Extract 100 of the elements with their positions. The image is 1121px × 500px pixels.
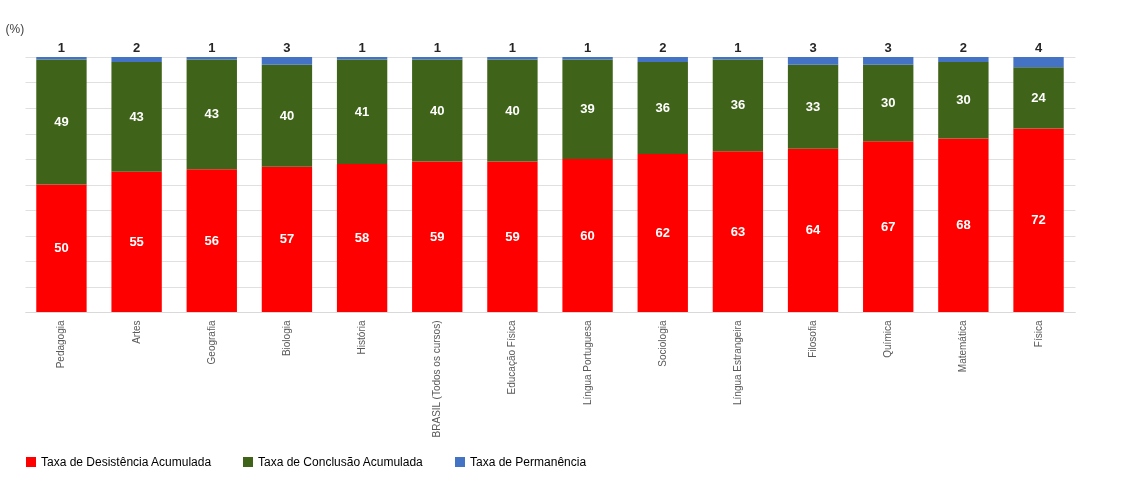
bar [111, 171, 162, 312]
data-label: 40 [505, 102, 520, 118]
data-label: 33 [805, 98, 821, 114]
data-label: 1 [208, 40, 216, 55]
data-label: 3 [809, 40, 817, 55]
data-label: 30 [880, 94, 896, 110]
data-label: 36 [730, 97, 746, 113]
bar [787, 148, 839, 312]
x-tick-label: Língua Estrangeira [731, 320, 743, 406]
data-label: 30 [956, 92, 971, 108]
x-tick-label: Educação Física [506, 320, 518, 395]
bar [261, 64, 313, 167]
data-label: 41 [354, 103, 370, 119]
bar [487, 161, 538, 312]
data-label: 49 [54, 114, 69, 130]
bar [336, 57, 388, 60]
data-label: 59 [505, 228, 520, 244]
bar [111, 62, 162, 172]
bar [787, 57, 839, 65]
data-label: 1 [508, 40, 517, 55]
data-label: 68 [956, 217, 971, 233]
data-label: 40 [430, 102, 445, 118]
bar [111, 57, 162, 63]
legend-label: Taxa de Desistência Acumulada [41, 455, 212, 469]
data-label: 4 [1034, 40, 1043, 55]
data-label: 40 [279, 107, 295, 123]
data-label: 63 [730, 223, 746, 239]
bar [938, 62, 989, 139]
data-label: 1 [57, 40, 66, 55]
data-label: 1 [583, 40, 592, 55]
data-label: 3 [884, 40, 892, 55]
x-tick-label: Física [1032, 320, 1044, 348]
data-label: 1 [734, 40, 742, 55]
bar [36, 57, 87, 60]
y-axis-title: (%) [5, 21, 25, 36]
data-label: 72 [1031, 212, 1046, 228]
bar [336, 59, 388, 165]
data-label: 59 [430, 228, 445, 244]
data-label: 36 [655, 100, 670, 115]
data-label: 57 [279, 231, 295, 247]
x-tick-label: Filosofia [807, 320, 819, 358]
x-tick-label: BRASIL (Todos os cursos) [431, 320, 443, 438]
x-tick-label: Pedagogia [55, 320, 67, 369]
x-tick-label: Geografia [205, 320, 217, 365]
data-label: 3 [283, 40, 291, 55]
data-label: 67 [880, 218, 896, 234]
bar [1013, 128, 1064, 312]
bar [1013, 57, 1064, 68]
data-label: 56 [204, 232, 220, 248]
data-label: 62 [655, 224, 670, 240]
bar [261, 166, 313, 312]
bar [412, 57, 463, 60]
x-tick-label: Matemática [957, 320, 969, 373]
bar [712, 57, 764, 60]
x-tick-label: Artes [130, 320, 142, 344]
bar [863, 57, 914, 65]
data-label: 1 [433, 40, 441, 55]
data-label: 2 [133, 40, 141, 55]
bar [412, 59, 463, 162]
bar [712, 59, 764, 152]
data-label: 2 [959, 40, 967, 55]
x-tick-label: Língua Portuguesa [581, 320, 593, 406]
x-tick-label: Biologia [280, 320, 292, 357]
data-label: 58 [354, 230, 370, 246]
x-tick-label: História [356, 320, 368, 355]
data-label: 24 [1031, 89, 1047, 105]
bar [186, 59, 237, 170]
data-label: 1 [358, 40, 366, 55]
bar [412, 161, 463, 312]
bar [186, 57, 237, 60]
bar [36, 59, 87, 185]
bar [186, 169, 237, 312]
data-label: 50 [54, 240, 69, 256]
bar [562, 57, 613, 60]
bar [487, 59, 538, 162]
data-label: 39 [580, 101, 595, 117]
x-tick-label: Sociologia [656, 320, 668, 367]
bar [938, 138, 989, 312]
data-label: 43 [129, 108, 144, 124]
legend-label: Taxa de Conclusão Acumulada [258, 455, 424, 469]
legend-label: Taxa de Permanência [470, 455, 587, 469]
bar [562, 59, 613, 159]
data-label: 55 [129, 233, 144, 249]
bar [562, 159, 613, 312]
bar [712, 151, 764, 312]
data-label: 2 [659, 40, 667, 55]
bar [36, 184, 87, 312]
data-label: 64 [805, 222, 822, 238]
bar [261, 57, 313, 65]
bar [487, 57, 538, 60]
data-label: 43 [204, 106, 220, 122]
bar [863, 141, 914, 312]
bar [938, 57, 989, 63]
x-tick-label: Química [882, 320, 894, 358]
bar [1013, 67, 1064, 129]
bar [336, 164, 388, 312]
bar [637, 62, 688, 154]
data-label: 60 [580, 227, 595, 243]
bar [787, 64, 839, 149]
bar [863, 64, 914, 142]
